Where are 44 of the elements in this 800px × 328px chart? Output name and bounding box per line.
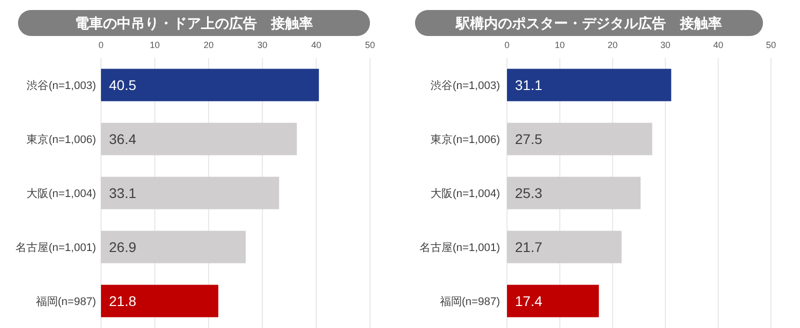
- y-tick-label: 東京(n=1,006): [26, 133, 96, 146]
- y-tick-label: 名古屋(n=1,001): [420, 241, 500, 254]
- y-tick-label: 渋谷(n=1,003): [430, 79, 500, 92]
- data-label: 25.3: [515, 185, 542, 201]
- bar: [101, 176, 280, 210]
- bar: [507, 122, 652, 156]
- data-label: 26.9: [109, 239, 136, 255]
- x-tick-label: 0: [98, 40, 104, 50]
- bar: [101, 230, 246, 264]
- x-tick-label: 20: [204, 40, 214, 50]
- data-label: 36.4: [109, 131, 136, 147]
- y-tick-label: 東京(n=1,006): [430, 133, 500, 146]
- bar: [507, 284, 599, 318]
- data-label: 21.8: [109, 293, 136, 309]
- y-tick-label: 福岡(n=987): [36, 295, 96, 308]
- chart-title: 駅構内のポスター・デジタル広告 接触率: [455, 15, 722, 31]
- bar: [101, 68, 319, 102]
- data-label: 17.4: [515, 293, 542, 309]
- y-tick-label: 名古屋(n=1,001): [16, 241, 96, 254]
- x-tick-label: 30: [660, 40, 670, 50]
- x-tick-label: 10: [554, 40, 565, 50]
- x-tick-label: 0: [504, 40, 510, 50]
- bar: [101, 122, 297, 156]
- x-tick-label: 20: [608, 40, 618, 50]
- bar: [507, 176, 641, 210]
- x-tick-label: 10: [150, 40, 160, 50]
- data-label: 31.1: [515, 77, 542, 93]
- x-tick-label: 50: [766, 40, 776, 50]
- y-tick-label: 渋谷(n=1,003): [26, 79, 96, 92]
- x-tick-label: 40: [311, 40, 322, 50]
- bar: [101, 284, 218, 318]
- data-label: 33.1: [109, 185, 136, 201]
- y-tick-label: 福岡(n=987): [440, 295, 500, 308]
- chart-title: 電車の中吊り・ドア上の広告 接触率: [75, 15, 313, 31]
- x-tick-label: 40: [713, 40, 724, 50]
- x-tick-label: 30: [257, 40, 268, 50]
- data-label: 27.5: [515, 131, 542, 147]
- y-tick-label: 大阪(n=1,004): [430, 187, 500, 200]
- bar: [507, 68, 672, 102]
- data-label: 21.7: [515, 239, 542, 255]
- x-tick-label: 50: [364, 40, 376, 50]
- y-tick-label: 大阪(n=1,004): [26, 187, 96, 200]
- bar: [507, 230, 622, 264]
- data-label: 40.5: [109, 77, 136, 93]
